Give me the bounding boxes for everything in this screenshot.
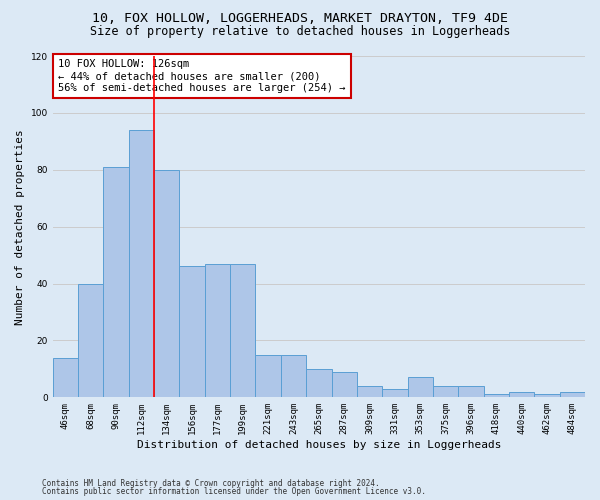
Bar (53, 358, 78, 398)
Bar (154, 170, 179, 398)
Y-axis label: Number of detached properties: Number of detached properties (15, 129, 25, 324)
Bar (484, 394, 509, 398)
Bar (281, 354, 306, 398)
Bar (78, 284, 103, 398)
Bar (357, 386, 382, 398)
Bar (306, 369, 332, 398)
Bar (205, 264, 230, 398)
X-axis label: Distribution of detached houses by size in Loggerheads: Distribution of detached houses by size … (137, 440, 501, 450)
Bar (256, 354, 281, 398)
Text: Contains public sector information licensed under the Open Government Licence v3: Contains public sector information licen… (42, 487, 426, 496)
Bar (458, 386, 484, 398)
Bar (332, 372, 357, 398)
Bar (407, 378, 433, 398)
Text: Size of property relative to detached houses in Loggerheads: Size of property relative to detached ho… (90, 25, 510, 38)
Bar (560, 392, 585, 398)
Bar (382, 389, 407, 398)
Text: Contains HM Land Registry data © Crown copyright and database right 2024.: Contains HM Land Registry data © Crown c… (42, 478, 380, 488)
Bar (509, 392, 535, 398)
Bar (179, 266, 205, 398)
Text: 10, FOX HOLLOW, LOGGERHEADS, MARKET DRAYTON, TF9 4DE: 10, FOX HOLLOW, LOGGERHEADS, MARKET DRAY… (92, 12, 508, 26)
Bar (129, 130, 154, 398)
Bar (230, 264, 256, 398)
Bar (433, 386, 458, 398)
Bar (103, 167, 129, 398)
Text: 10 FOX HOLLOW: 126sqm
← 44% of detached houses are smaller (200)
56% of semi-det: 10 FOX HOLLOW: 126sqm ← 44% of detached … (58, 60, 346, 92)
Bar (535, 394, 560, 398)
